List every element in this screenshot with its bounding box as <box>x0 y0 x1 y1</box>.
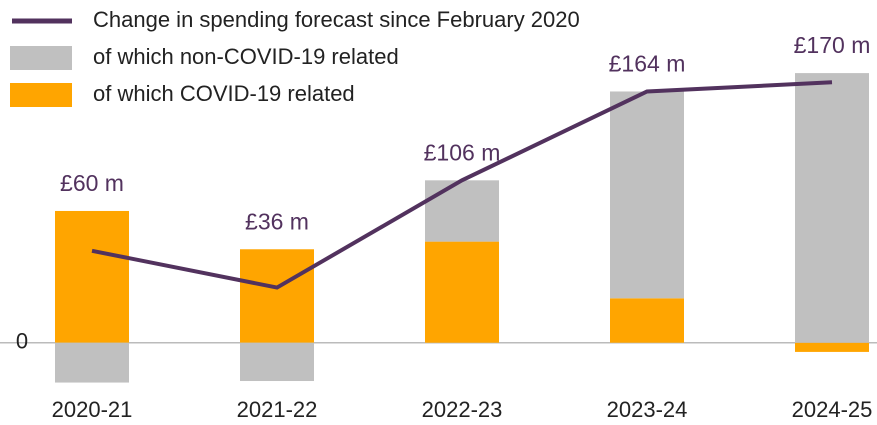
data-label: £170 m <box>794 32 871 58</box>
x-tick-label: 2021-22 <box>237 397 318 422</box>
x-tick-label: 2024-25 <box>792 397 873 422</box>
y-tick-label: 0 <box>16 329 28 354</box>
bar-segment <box>795 73 869 343</box>
legend-swatch <box>10 83 72 107</box>
bar-segment <box>240 249 314 343</box>
bar-segment <box>610 91 684 299</box>
bar-segment <box>425 180 499 242</box>
legend-label: Change in spending forecast since Februa… <box>93 7 580 32</box>
line <box>91 80 833 290</box>
legend-label: of which non-COVID-19 related <box>93 44 399 69</box>
bar-segment <box>795 342 869 352</box>
data-label: £36 m <box>245 208 309 234</box>
bar-segment <box>55 210 129 343</box>
x-tick-label: 2023-24 <box>607 397 688 422</box>
data-label: £164 m <box>609 51 686 77</box>
legend-label: of which COVID-19 related <box>93 81 355 106</box>
data-label: £60 m <box>60 170 124 196</box>
legend-swatch <box>10 46 72 70</box>
bar-segment <box>55 342 129 383</box>
bar-segment <box>610 298 684 343</box>
x-tick-label: 2020-21 <box>52 397 133 422</box>
data-label: £106 m <box>424 139 501 165</box>
bar-segment <box>240 342 314 382</box>
x-tick-label: 2022-23 <box>422 397 503 422</box>
bar-segment <box>425 241 499 343</box>
